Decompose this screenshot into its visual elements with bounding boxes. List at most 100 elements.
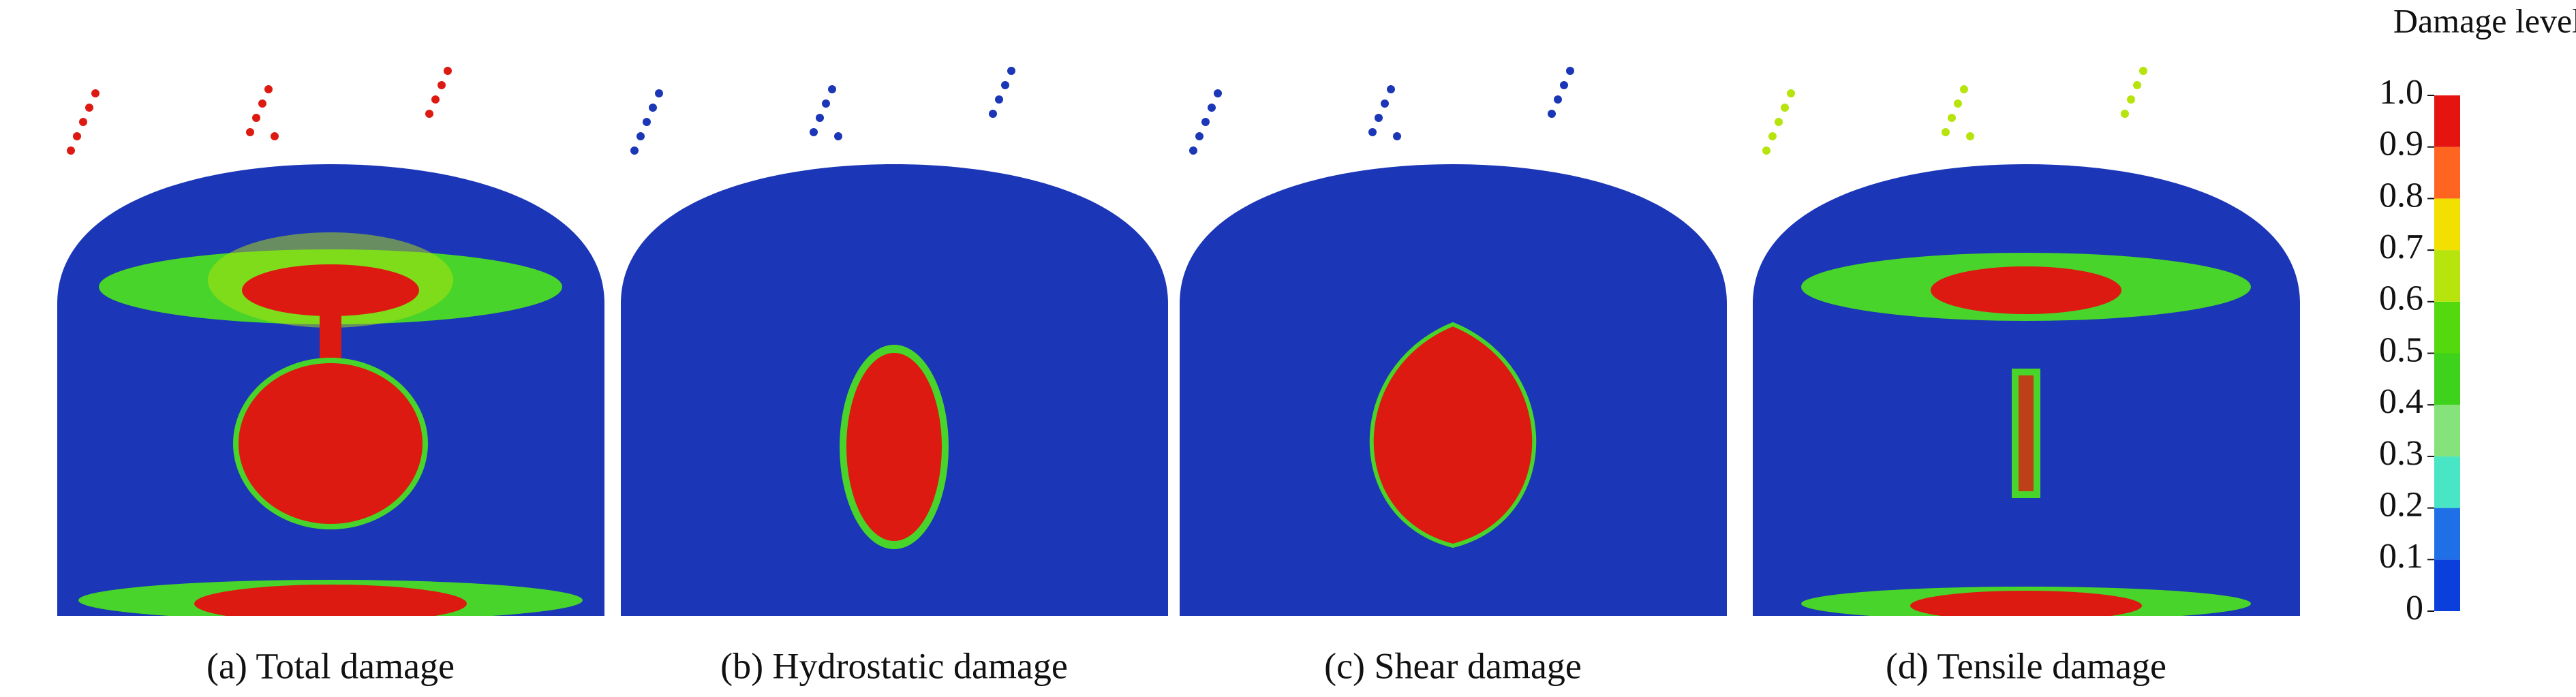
tick-label: 0.1	[2379, 537, 2423, 576]
damage-zone	[1931, 266, 2121, 314]
damage-zone	[846, 353, 942, 541]
simulation	[57, 164, 604, 616]
simulation	[621, 164, 1168, 616]
particle	[637, 132, 645, 140]
particle	[1381, 99, 1389, 108]
panel	[1180, 67, 1727, 616]
particle	[1548, 110, 1556, 118]
color-segment	[2434, 146, 2460, 199]
particle	[79, 118, 87, 126]
tick-label: 0.2	[2379, 486, 2423, 525]
simulation	[1753, 164, 2300, 616]
panel-caption: (d) Tensile damage	[1886, 645, 2166, 686]
color-segment	[2434, 198, 2460, 251]
panel	[621, 67, 1168, 616]
particle	[425, 110, 433, 118]
tick-label: 0.5	[2379, 330, 2423, 369]
panel	[1753, 67, 2300, 616]
particle	[989, 110, 997, 118]
particle	[1560, 81, 1568, 89]
particle	[2127, 95, 2135, 104]
damage-zone	[242, 264, 419, 316]
particle	[1387, 85, 1395, 93]
tick-label: 0.6	[2379, 279, 2423, 318]
particle	[822, 99, 830, 108]
color-segment	[2434, 353, 2460, 405]
colorbar-title: Damage level	[2393, 1, 2576, 40]
particle	[1189, 146, 1197, 155]
tick-label: 0.3	[2379, 434, 2423, 473]
particle	[444, 67, 452, 75]
particle	[2121, 110, 2129, 118]
tick-label: 0.9	[2379, 125, 2423, 164]
particle	[1942, 128, 1950, 136]
panel-caption: (a) Total damage	[206, 645, 455, 686]
panel-caption: (b) Hydrostatic damage	[720, 645, 1068, 686]
colorbar: 0 0.1 0.2 0.3 0.4 0.5 0.6 0.7 0.8 0.9 1.0	[2379, 73, 2460, 628]
particle	[1208, 104, 1216, 112]
particle	[1948, 114, 1956, 122]
color-segment	[2434, 95, 2460, 147]
damage-zone	[194, 585, 467, 616]
particle	[1375, 114, 1383, 122]
particle	[828, 85, 836, 93]
particle	[649, 104, 657, 112]
particle	[1566, 67, 1574, 75]
panels: (a) Total damage (b) Hydrostatic damage (c…	[57, 67, 2300, 686]
color-segment	[2434, 559, 2460, 611]
particle	[1954, 99, 1962, 108]
particle	[1787, 89, 1795, 97]
particle	[1214, 89, 1222, 97]
particle	[67, 146, 75, 155]
particle	[1007, 67, 1015, 75]
particle	[995, 95, 1003, 104]
particle	[2133, 81, 2141, 89]
color-segment	[2434, 405, 2460, 456]
particle	[438, 81, 446, 89]
tick-label: 0.4	[2379, 382, 2423, 421]
particle	[252, 114, 260, 122]
particle	[816, 114, 824, 122]
damage-zone	[1910, 591, 2142, 616]
particle	[834, 132, 842, 140]
color-segment	[2434, 250, 2460, 302]
particle	[810, 128, 818, 136]
particle	[643, 118, 651, 126]
particle	[1781, 104, 1789, 112]
particle	[271, 132, 279, 140]
damage-zone	[239, 363, 423, 524]
color-segment	[2434, 301, 2460, 354]
particle	[1201, 118, 1210, 126]
particle	[1966, 132, 1974, 140]
tick-label: 0	[2406, 589, 2423, 628]
particle	[1762, 146, 1770, 155]
particle	[431, 95, 440, 104]
particle	[1195, 132, 1203, 140]
particle	[258, 99, 266, 108]
particle	[655, 89, 663, 97]
simulation	[1180, 164, 1727, 616]
particle	[85, 104, 93, 112]
color-segment	[2434, 508, 2460, 560]
tick-label: 0.7	[2379, 228, 2423, 266]
tick-label: 0.8	[2379, 176, 2423, 215]
particle	[1001, 81, 1009, 89]
particle	[264, 85, 273, 93]
particle	[246, 128, 254, 136]
damage-zone	[2019, 375, 2034, 491]
particle	[1768, 132, 1777, 140]
particle	[1368, 128, 1377, 136]
color-segment	[2434, 456, 2460, 508]
particle	[1393, 132, 1401, 140]
particle	[73, 132, 81, 140]
particle	[91, 89, 99, 97]
particle	[1775, 118, 1783, 126]
particle	[630, 146, 639, 155]
tick-label: 1.0	[2379, 73, 2423, 112]
particle	[1960, 85, 1968, 93]
panel	[57, 67, 604, 616]
particle	[1554, 95, 1562, 104]
panel-caption: (c) Shear damage	[1324, 645, 1582, 686]
damage-zone	[1369, 322, 1537, 548]
